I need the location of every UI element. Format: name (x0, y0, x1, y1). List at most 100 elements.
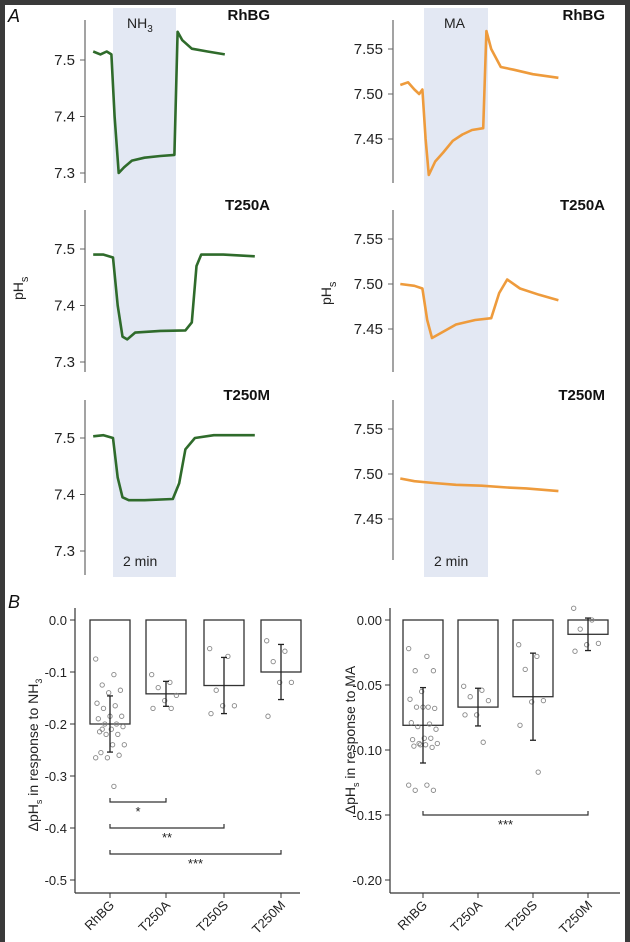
data-point (99, 726, 105, 732)
data-point (100, 705, 107, 712)
data-point (104, 755, 111, 761)
x-tick-label: T250M (556, 898, 595, 937)
data-point (213, 687, 219, 693)
significance-label: *** (188, 856, 203, 871)
data-point (109, 742, 116, 748)
data-point (419, 688, 425, 695)
data-point (288, 679, 295, 686)
data-point (408, 720, 414, 726)
data-point (95, 716, 101, 722)
significance-bracket (109, 850, 282, 855)
data-point (121, 742, 127, 748)
data-point (407, 696, 413, 702)
data-point (102, 721, 108, 727)
y-tick-label: 7.3 (54, 165, 75, 182)
data-point (231, 703, 238, 709)
data-point (167, 679, 173, 686)
x-tick-label: T250M (249, 898, 288, 937)
y-tick-label: 7.4 (54, 298, 75, 315)
data-point (540, 697, 547, 704)
y-tick-label: 7.55 (354, 421, 383, 438)
subpanel-title: T250M (558, 387, 605, 404)
data-point (277, 679, 283, 686)
y-tick-label: 7.5 (54, 430, 75, 447)
data-point (412, 668, 418, 674)
y-tick-label: 7.4 (54, 109, 75, 126)
subpanel-title: T250A (560, 197, 605, 214)
data-point (461, 683, 467, 689)
y-tick-label: 7.5 (54, 52, 75, 69)
data-point (111, 783, 117, 790)
stimulus-label: MA (444, 15, 466, 31)
trace-rhbg (399, 29, 559, 177)
trace-t250a (400, 278, 559, 340)
data-point (428, 735, 434, 741)
data-point (265, 713, 271, 719)
y-tick-label: -0.4 (45, 821, 67, 836)
data-point (112, 703, 118, 709)
figure: A B NH3 2 min pHs 7.5 7.4 7.3 RhBG 7.5 7.4 7.3 T25… (5, 5, 625, 942)
data-point (432, 705, 438, 712)
data-point (479, 687, 485, 693)
x-tick-label: T250A (135, 897, 173, 935)
data-point (120, 723, 126, 730)
y-tick-label: -0.15 (352, 808, 382, 823)
data-point (429, 744, 435, 751)
data-point (225, 653, 231, 660)
x-tick-label: RhBG (81, 898, 117, 934)
data-point (424, 782, 430, 788)
stimulus-band (424, 8, 488, 577)
data-point (108, 726, 114, 732)
subpanel-title: T250A (225, 197, 270, 214)
subpanel-title: RhBG (563, 7, 606, 24)
data-point (94, 700, 100, 706)
data-point (103, 731, 109, 738)
data-point (98, 749, 104, 756)
data-point (111, 671, 117, 678)
significance-label: *** (498, 817, 513, 832)
data-point (173, 692, 180, 699)
data-point (155, 684, 161, 691)
data-point (467, 694, 473, 700)
data-point (415, 723, 421, 730)
data-point (220, 703, 226, 709)
data-point (115, 731, 121, 738)
subpanel-title: T250M (223, 387, 270, 404)
y-tick-label: -0.3 (45, 769, 67, 784)
y-tick-label: 0.00 (357, 613, 382, 628)
data-point (406, 645, 412, 652)
trace-rhbg (92, 30, 226, 175)
data-point (406, 782, 412, 788)
y-tick-label: 7.55 (354, 231, 383, 248)
y-tick-label: 7.5 (54, 241, 75, 258)
data-point (208, 710, 214, 717)
y-axis-label: ΔpHs in response to NH3 (25, 679, 44, 832)
y-tick-label: -0.1 (45, 665, 67, 680)
data-point (416, 740, 422, 747)
significance-bracket (422, 811, 589, 816)
significance-label: ** (162, 830, 172, 845)
data-point (116, 752, 122, 758)
data-point (517, 722, 523, 728)
data-point (480, 739, 486, 745)
stimulus-label: NH3 (127, 15, 153, 35)
y-tick-label: 7.45 (354, 131, 383, 148)
data-point (577, 626, 583, 632)
x-tick-label: T250S (193, 897, 231, 935)
data-point (162, 697, 168, 704)
data-point (96, 729, 103, 735)
data-point (430, 787, 437, 793)
data-point (149, 671, 155, 678)
data-point (93, 656, 99, 662)
data-point (270, 658, 276, 665)
y-axis-label: ΔpHs in response to MA (342, 665, 361, 814)
stimulus-subscript: 3 (147, 24, 153, 35)
data-point (264, 638, 270, 644)
y-axis-label: pHs (10, 276, 31, 300)
significance-label: * (135, 804, 140, 819)
data-point (534, 653, 540, 660)
trace-t250a (93, 253, 255, 341)
y-tick-label: 7.3 (54, 543, 75, 560)
data-point (421, 735, 427, 741)
data-point (572, 648, 578, 654)
